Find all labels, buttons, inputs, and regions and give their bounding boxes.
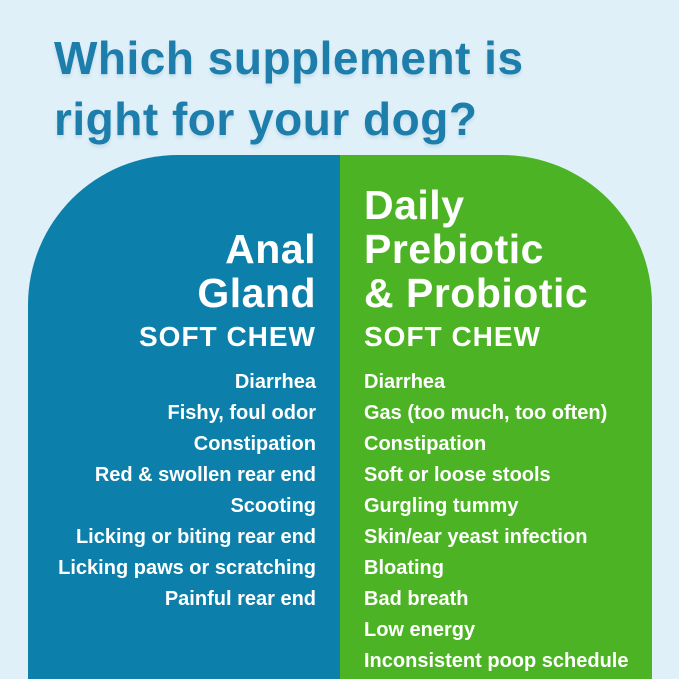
column-daily-prebiotic-probiotic-header: Daily Prebiotic & Probiotic SOFT CHEW xyxy=(364,155,652,353)
product-subtitle-anal-gland: SOFT CHEW xyxy=(139,321,316,352)
product-name-daily-prebiotic-probiotic: Daily Prebiotic & Probiotic xyxy=(364,183,652,315)
page-title: Which supplement is right for your dog? xyxy=(54,28,524,150)
symptom-item: Diarrhea xyxy=(234,371,316,393)
symptom-item: Gas (too much, too often) xyxy=(364,402,608,424)
symptom-item: Scooting xyxy=(230,495,316,517)
symptom-item: Painful rear end xyxy=(164,588,316,610)
title-line-2: right for your dog? xyxy=(54,93,478,145)
symptom-item: Soft or loose stools xyxy=(364,464,551,486)
column-anal-gland: Anal Gland SOFT CHEW Diarrhea Fishy, foul … xyxy=(28,155,340,679)
title-line-1: Which supplement is xyxy=(54,32,524,84)
product-name-line: & Probiotic xyxy=(364,270,589,316)
symptom-item: Low energy xyxy=(364,619,476,641)
symptom-item: Gurgling tummy xyxy=(364,495,519,517)
symptom-item: Bad breath xyxy=(364,588,469,610)
symptom-list-anal-gland: Diarrhea Fishy, foul odor Constipation Red … xyxy=(28,367,316,615)
product-subtitle-daily-prebiotic-probiotic: SOFT CHEW xyxy=(364,321,541,352)
symptom-item: Constipation xyxy=(364,433,487,455)
symptom-item: Inconsistent poop schedule xyxy=(364,650,629,672)
column-daily-prebiotic-probiotic: Daily Prebiotic & Probiotic SOFT CHEW Diar… xyxy=(340,155,652,679)
symptom-item: Red & swollen rear end xyxy=(94,464,316,486)
symptom-item: Diarrhea xyxy=(364,371,446,393)
symptom-list-daily-prebiotic-probiotic: Diarrhea Gas (too much, too often) Constip… xyxy=(364,367,652,677)
symptom-item: Fishy, foul odor xyxy=(167,402,316,424)
symptom-item: Constipation xyxy=(193,433,316,455)
product-name-line: Prebiotic xyxy=(364,226,544,272)
comparison-columns: Anal Gland SOFT CHEW Diarrhea Fishy, foul … xyxy=(28,155,652,679)
symptom-item: Bloating xyxy=(364,557,444,579)
symptom-item: Licking paws or scratching xyxy=(58,557,316,579)
product-name-line: Gland xyxy=(197,270,316,316)
product-name-line: Daily xyxy=(364,182,465,228)
product-name-anal-gland: Anal Gland xyxy=(28,227,316,315)
symptom-item: Skin/ear yeast infection xyxy=(364,526,588,548)
column-anal-gland-header: Anal Gland SOFT CHEW xyxy=(28,155,316,353)
product-name-line: Anal xyxy=(225,226,316,272)
symptom-item: Licking or biting rear end xyxy=(75,526,316,548)
